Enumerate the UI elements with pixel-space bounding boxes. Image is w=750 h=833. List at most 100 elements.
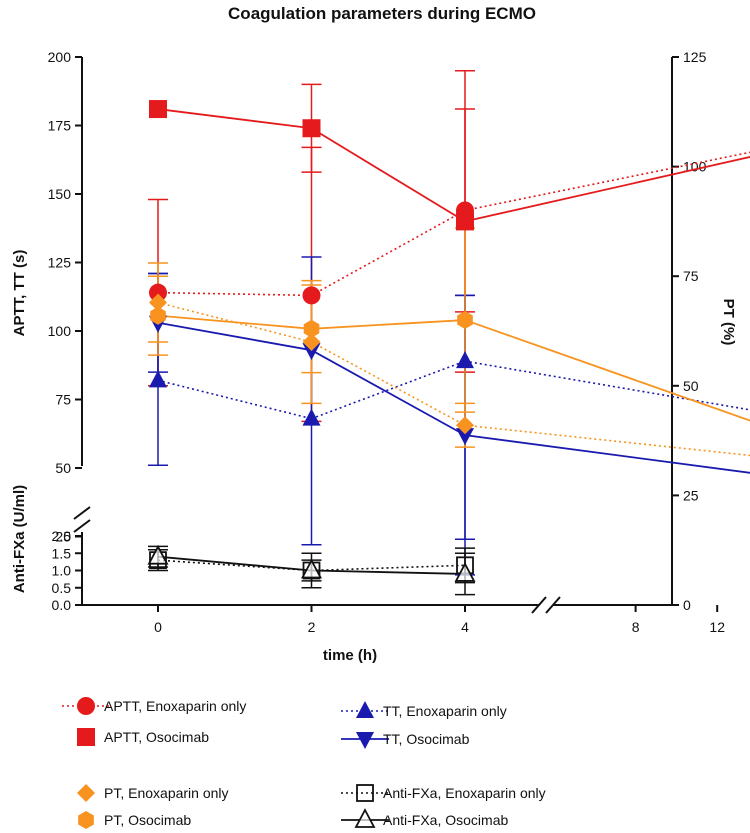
legend-item: PT, Osocimab	[78, 811, 191, 829]
legend-marker	[356, 784, 374, 802]
x-axis-break-mark	[531, 596, 561, 614]
data-point	[454, 562, 476, 582]
x-tick-label: 12	[709, 619, 725, 635]
legend-label: TT, Enoxaparin only	[383, 703, 507, 719]
series-line-segment	[311, 209, 466, 297]
data-point	[149, 370, 167, 388]
data-point	[149, 293, 167, 312]
x-tick-label: 4	[461, 619, 469, 635]
series-line-segment	[157, 291, 312, 297]
series-line-segment	[464, 434, 750, 474]
legend-item: APTT, Enoxaparin only	[62, 697, 246, 715]
legend-marker	[77, 784, 95, 802]
y-axis-label-lower: Anti-FXa (U/ml)	[11, 485, 28, 593]
y-tick-label-left: 100	[48, 323, 72, 339]
series-line-segment	[157, 379, 312, 420]
series-line-segment	[464, 319, 750, 422]
legend-label: Anti-FXa, Enoxaparin only	[383, 785, 546, 801]
series-line-segment	[311, 569, 466, 575]
legend-marker	[77, 697, 95, 715]
data-point	[149, 100, 167, 119]
y-axis-label-right: PT (%)	[720, 299, 737, 346]
y-tick-label-lower: 1.5	[52, 545, 72, 561]
x-tick-label: 2	[308, 619, 316, 635]
series-line-segment	[311, 349, 466, 436]
legend-item: TT, Osocimab	[341, 731, 470, 749]
y-tick-label-left: 150	[48, 186, 72, 202]
series-line-segment	[157, 314, 312, 330]
data-point	[302, 332, 321, 351]
legend-marker	[356, 701, 374, 718]
series-line-segment	[311, 564, 466, 572]
data-point	[303, 319, 320, 338]
legend-label: Anti-FXa, Osocimab	[383, 812, 508, 828]
y-tick-label-left: 25	[55, 529, 71, 545]
y-tick-label-left: 50	[55, 460, 71, 476]
y-tick-label-left: 200	[48, 49, 72, 65]
series-line-segment	[464, 156, 750, 223]
y-tick-label-lower: 0.0	[52, 597, 72, 613]
legend-label: PT, Enoxaparin only	[104, 785, 229, 801]
data-point	[302, 408, 321, 426]
y-tick-label-right: 0	[683, 597, 691, 613]
y-tick-label-lower: 1.0	[52, 563, 72, 579]
series-lines	[157, 108, 750, 575]
x-tick-label: 0	[154, 619, 162, 635]
y-tick-label-right: 75	[683, 268, 699, 284]
series-line-segment	[464, 424, 750, 457]
legend-item: APTT, Osocimab	[77, 728, 209, 746]
data-point	[302, 286, 321, 305]
x-tick-label: 8	[632, 619, 640, 635]
left-axis-break-mark	[73, 506, 91, 533]
data-point	[457, 311, 473, 329]
legend-label: APTT, Enoxaparin only	[104, 698, 246, 714]
y-tick-label-right: 25	[683, 487, 699, 503]
y-tick-label-left: 75	[55, 392, 71, 408]
data-point	[149, 283, 167, 302]
data-markers	[147, 100, 476, 582]
series-line-segment	[157, 555, 312, 572]
legend: APTT, Enoxaparin only APTT, Osocimab TT, E…	[62, 697, 546, 829]
legend-item: Anti-FXa, Osocimab	[341, 808, 508, 828]
data-point	[147, 544, 169, 565]
legend-label: APTT, Osocimab	[104, 729, 209, 745]
legend-label: TT, Osocimab	[383, 731, 470, 747]
series-line-segment	[157, 559, 312, 572]
data-point	[301, 558, 322, 579]
legend-item: Anti-FXa, Enoxaparin only	[341, 784, 546, 802]
series-line-segment	[157, 108, 312, 130]
y-tick-label-lower: 2.0	[52, 528, 72, 544]
y-tick-label-lower: 0.5	[52, 580, 72, 596]
axes	[73, 56, 719, 614]
legend-marker	[354, 808, 376, 828]
legend-item: PT, Enoxaparin only	[77, 784, 229, 802]
legend-marker	[77, 728, 95, 746]
legend-item: TT, Enoxaparin only	[341, 701, 507, 719]
series-line-segment	[311, 319, 466, 330]
tick-labels: 2001751501251007550252.01.51.00.50.01251…	[48, 49, 726, 635]
legend-marker	[78, 811, 94, 829]
y-tick-label-left: 175	[48, 118, 72, 134]
series-line-segment	[464, 151, 750, 212]
series-line-segment	[464, 360, 750, 411]
y-tick-label-right: 50	[683, 378, 699, 394]
y-tick-label-left: 125	[48, 255, 72, 271]
legend-marker	[356, 732, 374, 749]
legend-label: PT, Osocimab	[104, 812, 191, 828]
chart-title: Coagulation parameters during ECMO	[228, 4, 536, 23]
series-line-segment	[311, 341, 466, 426]
x-axis-label: time (h)	[323, 647, 377, 664]
data-point	[456, 212, 474, 231]
series-line-segment	[311, 127, 466, 223]
data-point	[302, 119, 321, 138]
data-point	[456, 428, 474, 446]
data-point	[150, 306, 166, 325]
y-tick-label-right: 125	[683, 49, 707, 65]
data-point	[302, 343, 321, 361]
series-line-segment	[157, 321, 312, 352]
data-point	[456, 351, 474, 369]
y-axis-label-left: APTT, TT (s)	[11, 250, 28, 337]
series-line-segment	[157, 301, 312, 343]
data-point	[456, 416, 474, 435]
